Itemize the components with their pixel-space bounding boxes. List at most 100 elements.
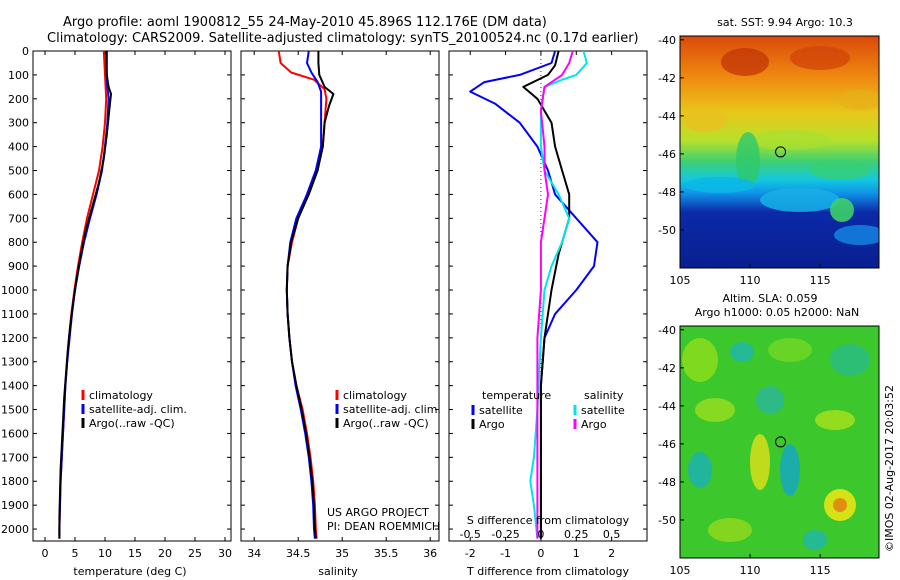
depth-tick-label: 100 <box>8 69 29 82</box>
temperature-xtick-label: 25 <box>188 547 202 560</box>
temperature-series-argo-raw-qc <box>58 51 112 539</box>
depth-tick-label: 300 <box>8 117 29 130</box>
pi-label: PI: DEAN ROEMMICH <box>327 520 440 533</box>
sdiff-tick-label: 0.25 <box>564 528 589 541</box>
difference-legend-header: salinity <box>584 389 624 402</box>
temperature-xtick-label: 5 <box>72 547 79 560</box>
depth-tick-label: 1100 <box>1 308 29 321</box>
difference-legend-header: temperature <box>482 389 551 402</box>
depth-tick-label: 2000 <box>1 523 29 536</box>
sla-map-image <box>680 326 879 558</box>
sst-map-ytick-label: -42 <box>658 72 676 85</box>
temperature-axis-label: temperature (deg C) <box>73 565 186 578</box>
sdiff-tick-label: -0.25 <box>491 528 519 541</box>
sla-map-title-line1: Altim. SLA: 0.059 <box>722 292 817 305</box>
sla-map-ytick-label: -50 <box>658 514 676 527</box>
salinity-panel: 34 34.5 35 35.5 36 climatologysatellite-adj. … <box>241 50 441 560</box>
sla-map-ytick-label: -44 <box>658 400 676 413</box>
sla-map-frame <box>679 325 880 559</box>
temperature-series-climatology <box>58 50 108 539</box>
depth-tick-label: 600 <box>8 188 29 201</box>
depth-tick-label: 700 <box>8 212 29 225</box>
sst-map-ytick-label: -50 <box>658 224 676 237</box>
difference-series-satellite-temperature <box>469 50 599 539</box>
depth-tick-label: 0 <box>22 45 29 58</box>
sla-map-title-line2: Argo h1000: 0.05 h2000: NaN <box>695 306 860 319</box>
difference-xtick-label: 0 <box>537 547 544 560</box>
depth-tick-label: 400 <box>8 141 29 154</box>
sst-map-title: sat. SST: 9.94 Argo: 10.3 <box>717 16 853 29</box>
sla-map-xtick-label: 105 <box>670 564 691 577</box>
difference-legend-label: Argo <box>581 418 607 431</box>
difference-series-satellite-salinity <box>529 50 588 539</box>
sst-map-axes: 105 110 115 -40 -42 -44 -46 -48 -50 <box>658 34 831 287</box>
depth-tick-label: 1500 <box>1 404 29 417</box>
salinity-series-climatology <box>277 50 328 539</box>
difference-xtick-label: -2 <box>465 547 476 560</box>
depth-tick-label: 200 <box>8 93 29 106</box>
sst-map-xtick-label: 115 <box>810 274 831 287</box>
depth-tick-label: 1300 <box>1 356 29 369</box>
sst-map-xtick-label: 110 <box>740 274 761 287</box>
salinity-xtick-label: 34 <box>247 547 261 560</box>
salinity-xtick-label: 36 <box>423 547 437 560</box>
sla-map-ytick-label: -40 <box>658 324 676 337</box>
sst-map-argo-position-marker <box>775 146 787 158</box>
depth-tick-label: 1600 <box>1 427 29 440</box>
temperature-xtick-label: 30 <box>218 547 232 560</box>
salinity-xtick-label: 34.5 <box>286 547 311 560</box>
depth-tick-label: 500 <box>8 165 29 178</box>
sst-map-frame <box>679 35 880 269</box>
salinity-legend-label: Argo(..raw -QC) <box>343 417 429 430</box>
sdiff-tick-label: -0.5 <box>459 528 480 541</box>
temperature-legend-label: climatology <box>89 389 153 402</box>
depth-tick-label: 1700 <box>1 451 29 464</box>
sla-map-ytick-label: -48 <box>658 476 676 489</box>
salinity-legend-label: climatology <box>343 389 407 402</box>
temperature-legend-label: Argo(..raw -QC) <box>89 417 175 430</box>
temperature-xtick-label: 20 <box>158 547 172 560</box>
sdiff-tick-label: 0.5 <box>603 528 621 541</box>
salinity-legend-label: satellite-adj. clim. <box>343 403 441 416</box>
t-difference-axis-label: T difference from climatology <box>466 565 629 578</box>
sla-map-ytick-label: -42 <box>658 362 676 375</box>
depth-tick-label: 800 <box>8 236 29 249</box>
temperature-xtick-label: 0 <box>42 547 49 560</box>
difference-panel-frame <box>448 50 648 542</box>
figure-title-line1: Argo profile: aoml 1900812_55 24-May-201… <box>63 15 547 30</box>
temperature-panel: 0100200300400500600700800900100011001200… <box>1 45 232 560</box>
salinity-xtick-label: 35 <box>335 547 349 560</box>
project-label: US ARGO PROJECT <box>327 506 429 519</box>
difference-xtick-label: 1 <box>573 547 580 560</box>
sst-map-ytick-label: -48 <box>658 186 676 199</box>
depth-tick-label: 1000 <box>1 284 29 297</box>
figure-title-line2: Climatology: CARS2009. Satellite-adjuste… <box>47 31 639 46</box>
difference-xtick-label: -1 <box>500 547 511 560</box>
sst-map-ytick-label: -40 <box>658 34 676 47</box>
difference-series-argo-temperature <box>522 50 571 539</box>
depth-tick-label: 900 <box>8 260 29 273</box>
sla-map-axes: 105 110 115 -40 -42 -44 -46 -48 -50 <box>658 324 831 577</box>
sla-map-argo-position-marker <box>775 436 787 448</box>
salinity-xtick-label: 35.5 <box>374 547 399 560</box>
temperature-xtick-label: 10 <box>98 547 112 560</box>
salinity-series-satellite-adj-clim <box>285 50 323 539</box>
difference-series-argo-salinity <box>536 50 574 539</box>
depth-tick-label: 1200 <box>1 332 29 345</box>
sla-map-ytick-label: -46 <box>658 438 676 451</box>
sla-map-xtick-label: 110 <box>740 564 761 577</box>
salinity-axis-label: salinity <box>318 565 358 578</box>
difference-legend-label: satellite <box>479 404 523 417</box>
temperature-panel-frame <box>32 50 232 542</box>
depth-tick-label: 1800 <box>1 475 29 488</box>
salinity-panel-frame <box>240 50 440 542</box>
s-difference-axis-label: S difference from climatology <box>467 514 630 527</box>
sla-map-xtick-label: 115 <box>810 564 831 577</box>
temperature-xtick-label: 15 <box>128 547 142 560</box>
difference-xtick-label: 2 <box>608 547 615 560</box>
imos-credit-label: ©IMOS 02-Aug-2017 20:03:52 <box>883 385 896 552</box>
difference-legend-label: satellite <box>581 404 625 417</box>
depth-tick-label: 1900 <box>1 499 29 512</box>
